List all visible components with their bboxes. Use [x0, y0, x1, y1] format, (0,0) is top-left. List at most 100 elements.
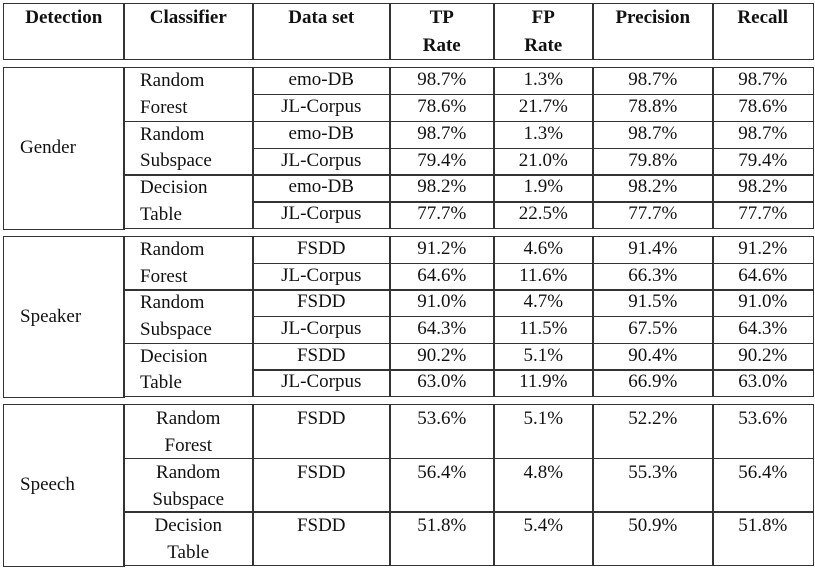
- dataset-cell: JL-Corpus: [252, 369, 391, 398]
- fp-value: 5.1%: [523, 408, 564, 429]
- header-detection: Detection: [3, 3, 125, 60]
- tp-value: 98.2%: [417, 176, 467, 198]
- classifier-label: Table: [167, 542, 210, 564]
- classifier-label: Random: [156, 408, 221, 429]
- classifier-label: Subspace: [140, 150, 212, 172]
- classifier-cell: Decision Table: [123, 511, 254, 567]
- dataset-cell: FSDD: [252, 236, 391, 265]
- fp-cell: 1.9%: [493, 174, 594, 203]
- classifier-label: Table: [140, 372, 182, 394]
- fp-value: 11.5%: [519, 318, 568, 339]
- fp-value: 1.3%: [523, 122, 564, 144]
- detection-label: Gender: [20, 137, 76, 159]
- dataset-value: JL-Corpus: [281, 318, 362, 339]
- precision-value: 98.7%: [628, 69, 678, 90]
- recall-value: 51.8%: [738, 515, 788, 537]
- tp-cell: 53.6%: [389, 404, 495, 460]
- dataset-value: FSDD: [296, 461, 346, 483]
- precision-cell: 50.9%: [592, 511, 714, 567]
- classifier-label: Decision: [140, 345, 208, 367]
- tp-cell: 90.2%: [389, 342, 495, 371]
- dataset-value: FSDD: [296, 515, 346, 537]
- dataset-cell: FSDD: [252, 342, 391, 371]
- fp-cell: 5.1%: [493, 404, 594, 460]
- fp-value: 5.4%: [523, 515, 564, 537]
- precision-value: 50.9%: [628, 515, 678, 537]
- precision-cell: 66.9%: [592, 369, 714, 398]
- classifier-label: Random: [140, 292, 205, 314]
- precision-value: 79.8%: [628, 149, 678, 171]
- precision-value: 52.2%: [628, 408, 678, 429]
- tp-value: 63.0%: [417, 371, 467, 393]
- tp-cell: 56.4%: [389, 457, 495, 513]
- header-classifier: Classifier: [123, 3, 254, 60]
- recall-value: 91.0%: [738, 291, 788, 313]
- dataset-cell: JL-Corpus: [252, 262, 391, 291]
- classifier-label: Subspace: [152, 488, 225, 510]
- header-label: FP: [531, 7, 555, 28]
- recall-cell: 51.8%: [712, 511, 814, 567]
- detection-label: Speaker: [20, 305, 82, 327]
- classifier-label: Random: [140, 70, 205, 91]
- fp-cell: 4.7%: [493, 289, 594, 318]
- classifier-cell: Random Forest: [123, 236, 254, 291]
- header-dataset: Data set: [252, 3, 391, 60]
- fp-cell: 21.7%: [493, 93, 594, 123]
- precision-cell: 79.8%: [592, 147, 714, 176]
- fp-cell: 5.4%: [493, 511, 594, 567]
- detection-gender: Gender: [3, 67, 125, 230]
- dataset-cell: FSDD: [252, 289, 391, 318]
- recall-value: 53.6%: [738, 408, 788, 429]
- recall-cell: 90.2%: [712, 342, 814, 371]
- recall-value: 98.7%: [738, 69, 788, 90]
- precision-value: 90.4%: [628, 344, 678, 366]
- tp-cell: 98.7%: [389, 120, 495, 149]
- fp-value: 11.6%: [519, 264, 568, 286]
- dataset-cell: FSDD: [252, 404, 391, 460]
- classifier-cell: Random Subspace: [123, 457, 254, 513]
- recall-value: 63.0%: [738, 371, 788, 393]
- recall-value: 91.2%: [738, 238, 788, 259]
- precision-cell: 98.2%: [592, 174, 714, 203]
- detection-speaker: Speaker: [3, 236, 125, 398]
- fp-cell: 21.0%: [493, 147, 594, 176]
- header-fp: FP Rate: [493, 3, 594, 60]
- tp-value: 90.2%: [417, 344, 467, 366]
- tp-cell: 79.4%: [389, 147, 495, 176]
- tp-cell: 78.6%: [389, 93, 495, 123]
- dataset-cell: JL-Corpus: [252, 147, 391, 176]
- header-label: Classifier: [149, 7, 227, 28]
- fp-value: 11.9%: [519, 371, 568, 393]
- recall-cell: 78.6%: [712, 93, 814, 123]
- precision-cell: 90.4%: [592, 342, 714, 371]
- tp-cell: 51.8%: [389, 511, 495, 567]
- dataset-value: emo-DB: [288, 122, 354, 144]
- tp-cell: 64.3%: [389, 316, 495, 345]
- tp-value: 91.2%: [417, 238, 467, 259]
- tp-cell: 64.6%: [389, 262, 495, 291]
- precision-cell: 98.7%: [592, 67, 714, 96]
- recall-cell: 64.3%: [712, 316, 814, 345]
- dataset-value: FSDD: [296, 291, 346, 313]
- recall-cell: 91.0%: [712, 289, 814, 318]
- recall-cell: 53.6%: [712, 404, 814, 460]
- recall-value: 77.7%: [738, 203, 788, 225]
- dataset-value: JL-Corpus: [281, 203, 362, 225]
- precision-cell: 91.4%: [592, 236, 714, 265]
- fp-value: 21.0%: [518, 149, 568, 171]
- header-label: Detection: [25, 7, 103, 28]
- precision-cell: 98.7%: [592, 120, 714, 149]
- precision-value: 91.4%: [628, 238, 678, 259]
- recall-cell: 98.2%: [712, 174, 814, 203]
- fp-cell: 5.1%: [493, 342, 594, 371]
- classifier-cell: Random Subspace: [123, 289, 254, 345]
- classifier-label: Forest: [164, 435, 213, 456]
- header-label: TP: [429, 7, 454, 28]
- recall-value: 79.4%: [738, 149, 788, 171]
- tp-cell: 77.7%: [389, 201, 495, 230]
- dataset-value: JL-Corpus: [281, 371, 362, 393]
- classifier-label: Forest: [140, 96, 188, 118]
- classifier-label: Random: [140, 239, 205, 260]
- recall-cell: 98.7%: [712, 120, 814, 149]
- dataset-cell: emo-DB: [252, 67, 391, 96]
